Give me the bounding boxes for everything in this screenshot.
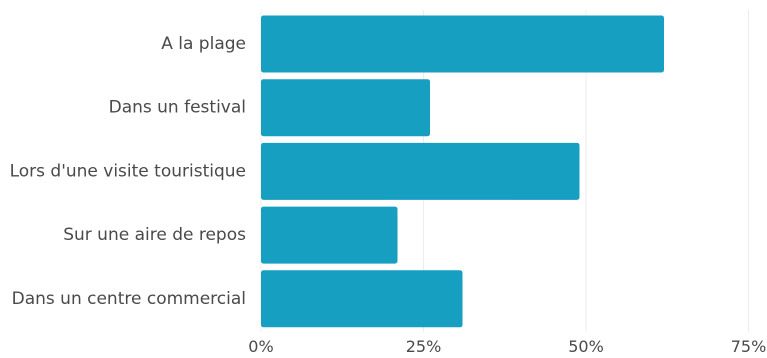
- x-tick-label: 0%: [248, 337, 273, 356]
- category-label: Sur une aire de repos: [63, 225, 246, 245]
- category-label: Dans un centre commercial: [12, 289, 246, 309]
- category-label: Lors d'une visite touristique: [10, 161, 246, 181]
- category-label: A la plage: [161, 34, 246, 54]
- x-axis-tick-labels: 0% 25% 50% 75%: [248, 337, 766, 356]
- category-labels: A la plage Dans un festival Lors d'une vis…: [10, 34, 247, 309]
- bar: [261, 270, 463, 328]
- bar: [261, 15, 664, 73]
- x-tick-label: 50%: [568, 337, 604, 356]
- bar: [261, 206, 398, 264]
- x-tick-label: 25%: [406, 337, 442, 356]
- bars: [261, 15, 664, 328]
- x-tick-label: 75%: [731, 337, 767, 356]
- category-label: Dans un festival: [109, 98, 246, 118]
- bar: [261, 142, 580, 200]
- bar: [261, 79, 430, 137]
